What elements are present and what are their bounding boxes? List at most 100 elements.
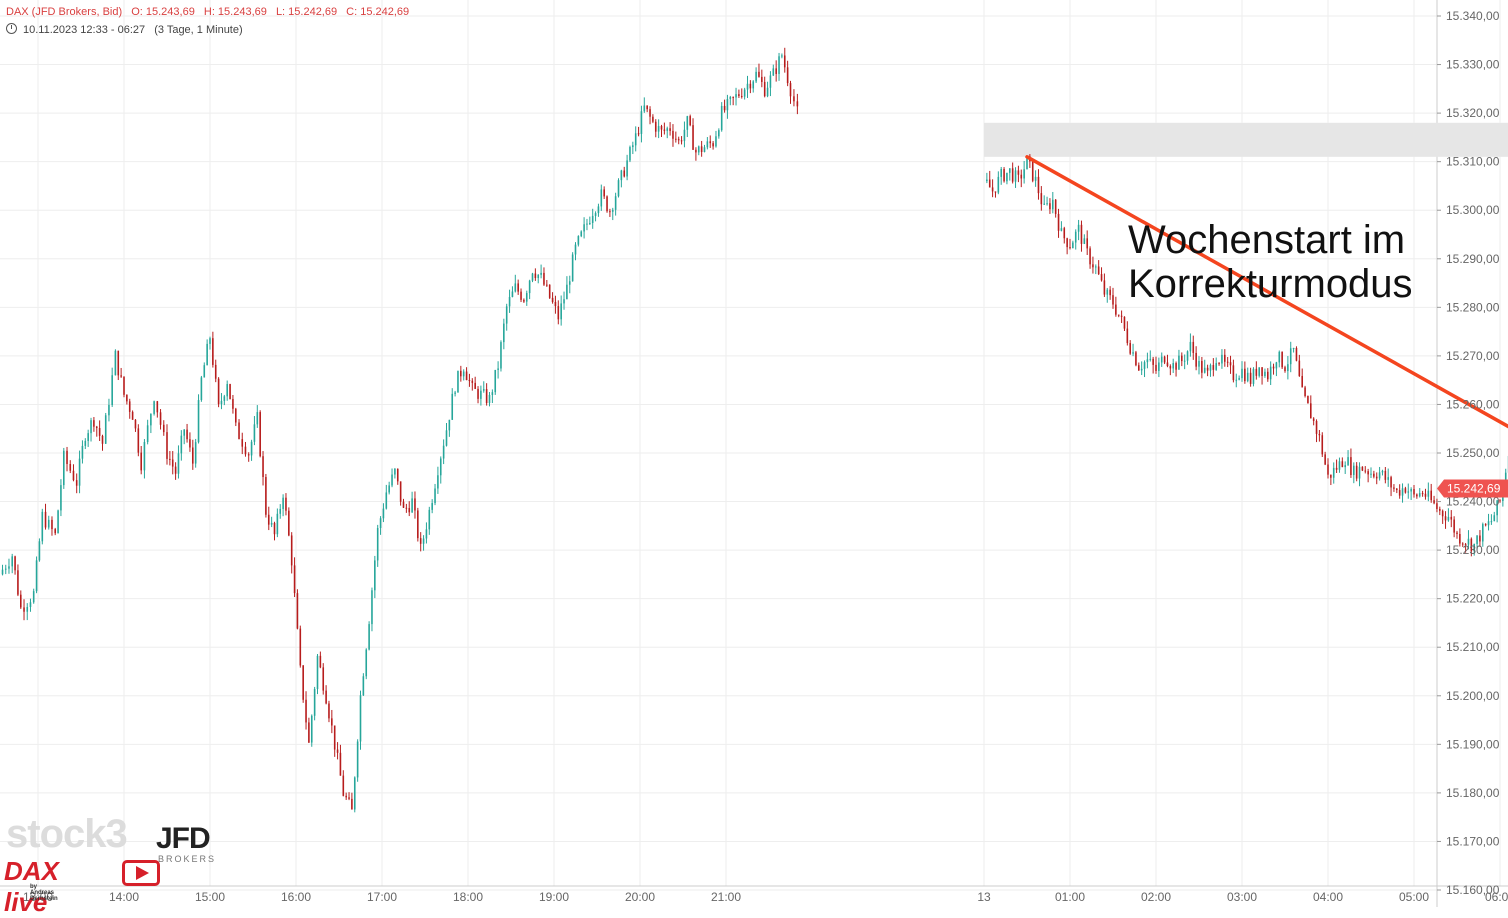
candle-body — [1493, 515, 1495, 521]
candle-body — [397, 469, 399, 481]
candle-body — [1213, 365, 1215, 370]
stock3-logo: stock3 — [6, 812, 127, 857]
candle-body — [704, 147, 706, 152]
candle-body — [351, 799, 353, 810]
candle-body — [198, 400, 200, 442]
candle-body — [589, 223, 591, 224]
candle-body — [998, 177, 1000, 193]
candle-body — [1439, 509, 1441, 511]
candle-body — [1241, 369, 1243, 378]
candle-body — [469, 380, 471, 381]
candle-body — [1144, 362, 1146, 369]
candle-body — [1158, 362, 1160, 370]
candle-body — [629, 147, 631, 160]
candle-body — [314, 689, 316, 716]
candle-body — [102, 436, 104, 444]
resistance-zone — [984, 123, 1508, 157]
candle-body — [1359, 467, 1361, 479]
candle-body — [466, 372, 468, 381]
candle-body — [345, 796, 347, 797]
candle-body — [66, 451, 68, 464]
trend-line — [1027, 157, 1508, 473]
candle-body — [1224, 355, 1226, 362]
candle-body — [1350, 457, 1352, 475]
candle-body — [437, 475, 439, 488]
candle-body — [371, 590, 373, 624]
candle-body — [1233, 365, 1235, 380]
candle-body — [457, 371, 459, 393]
candle-body — [1092, 264, 1094, 267]
candle-body — [549, 285, 551, 298]
candle-body — [1382, 471, 1384, 472]
candle-body — [1072, 243, 1074, 249]
candle-body — [1284, 367, 1286, 371]
candle-body — [687, 116, 689, 130]
candle-body — [1453, 520, 1455, 533]
candle-body — [1003, 169, 1005, 181]
candle-body — [517, 283, 519, 291]
candle-body — [163, 425, 165, 432]
candle-body — [1393, 487, 1395, 488]
symbol-label: DAX (JFD Brokers, Bid) — [6, 6, 122, 18]
play-icon — [122, 860, 160, 886]
candle-body — [186, 430, 188, 440]
candle-body — [302, 665, 304, 699]
candle-body — [1141, 369, 1143, 371]
candle-body — [712, 143, 714, 146]
candle-body — [157, 401, 159, 412]
candle-body — [1433, 500, 1435, 503]
candle-body — [1364, 471, 1366, 472]
candle-body — [1296, 348, 1298, 361]
candle-body — [1009, 168, 1011, 173]
candle-body — [652, 117, 654, 122]
candle-body — [1267, 372, 1269, 379]
candle-body — [1370, 474, 1372, 475]
candle-body — [348, 797, 350, 799]
candle-body — [1373, 474, 1375, 477]
candle-body — [1244, 369, 1246, 381]
candle-body — [689, 116, 691, 125]
candle-body — [595, 213, 597, 216]
candle-body — [1018, 170, 1020, 174]
candle-body — [1066, 238, 1068, 247]
candle-body — [635, 133, 637, 145]
candle-body — [386, 492, 388, 508]
candle-body — [494, 370, 496, 392]
candle-body — [546, 285, 548, 286]
candle-body — [153, 401, 155, 414]
candle-body — [238, 423, 240, 440]
candle-body — [400, 481, 402, 501]
candle-body — [1321, 435, 1323, 454]
candle-body — [79, 459, 81, 486]
candle-body — [778, 56, 780, 74]
candle-body — [63, 451, 65, 485]
candle-body — [1132, 352, 1134, 353]
candle-body — [1353, 466, 1355, 475]
candle-body — [1112, 295, 1114, 304]
candle-body — [189, 439, 191, 447]
candle-body — [1307, 396, 1309, 403]
candle-body — [632, 145, 634, 147]
candle-body — [36, 560, 38, 591]
candle-body — [474, 383, 476, 389]
candle-body — [601, 189, 603, 206]
candle-body — [1491, 521, 1493, 522]
candle-body — [431, 503, 433, 510]
candle-body — [718, 130, 720, 136]
candle-body — [724, 106, 726, 110]
candle-body — [661, 126, 663, 130]
low-value: L: 15.242,69 — [276, 6, 337, 18]
candle-body — [1187, 351, 1189, 360]
candle-body — [784, 55, 786, 67]
candle-body — [1376, 477, 1378, 479]
candle-body — [454, 393, 456, 394]
candle-body — [391, 475, 393, 486]
candle-body — [209, 338, 211, 344]
candle-body — [1020, 175, 1022, 179]
candle-body — [1459, 534, 1461, 544]
candle-body — [695, 150, 697, 153]
candle-body — [20, 595, 22, 608]
candle-body — [1436, 503, 1438, 509]
candle-body — [793, 96, 795, 101]
